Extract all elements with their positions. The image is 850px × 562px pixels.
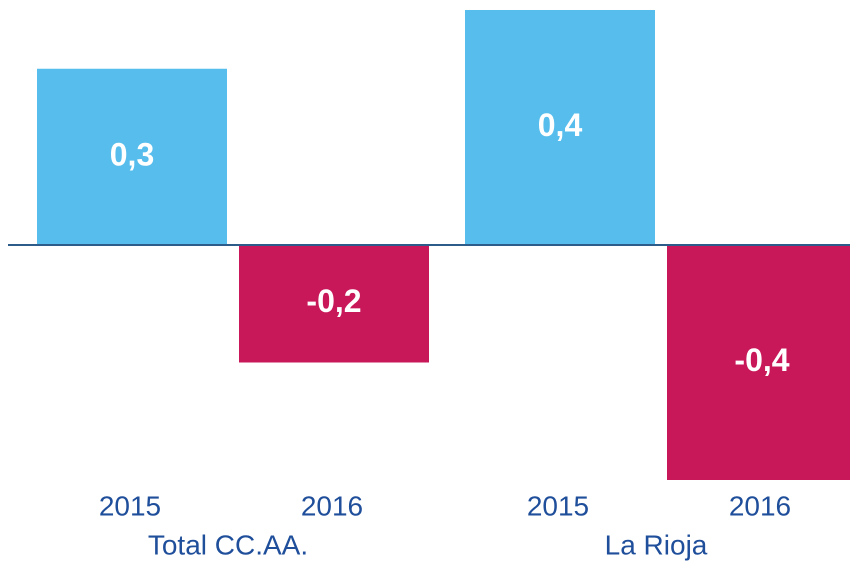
category-label: La Rioja [605,529,708,560]
bar [667,245,850,480]
data-label: -0,2 [306,283,361,319]
bar [465,10,655,245]
category-label: Total CC.AA. [148,529,308,560]
series-label: 2015 [99,490,161,521]
bar [239,245,429,363]
series-label: 2016 [729,490,791,521]
data-label: -0,4 [734,342,789,378]
data-label: 0,3 [110,136,154,172]
series-label: 2016 [301,490,363,521]
data-label: 0,4 [538,107,583,143]
series-label: 2015 [527,490,589,521]
bar [37,68,227,245]
